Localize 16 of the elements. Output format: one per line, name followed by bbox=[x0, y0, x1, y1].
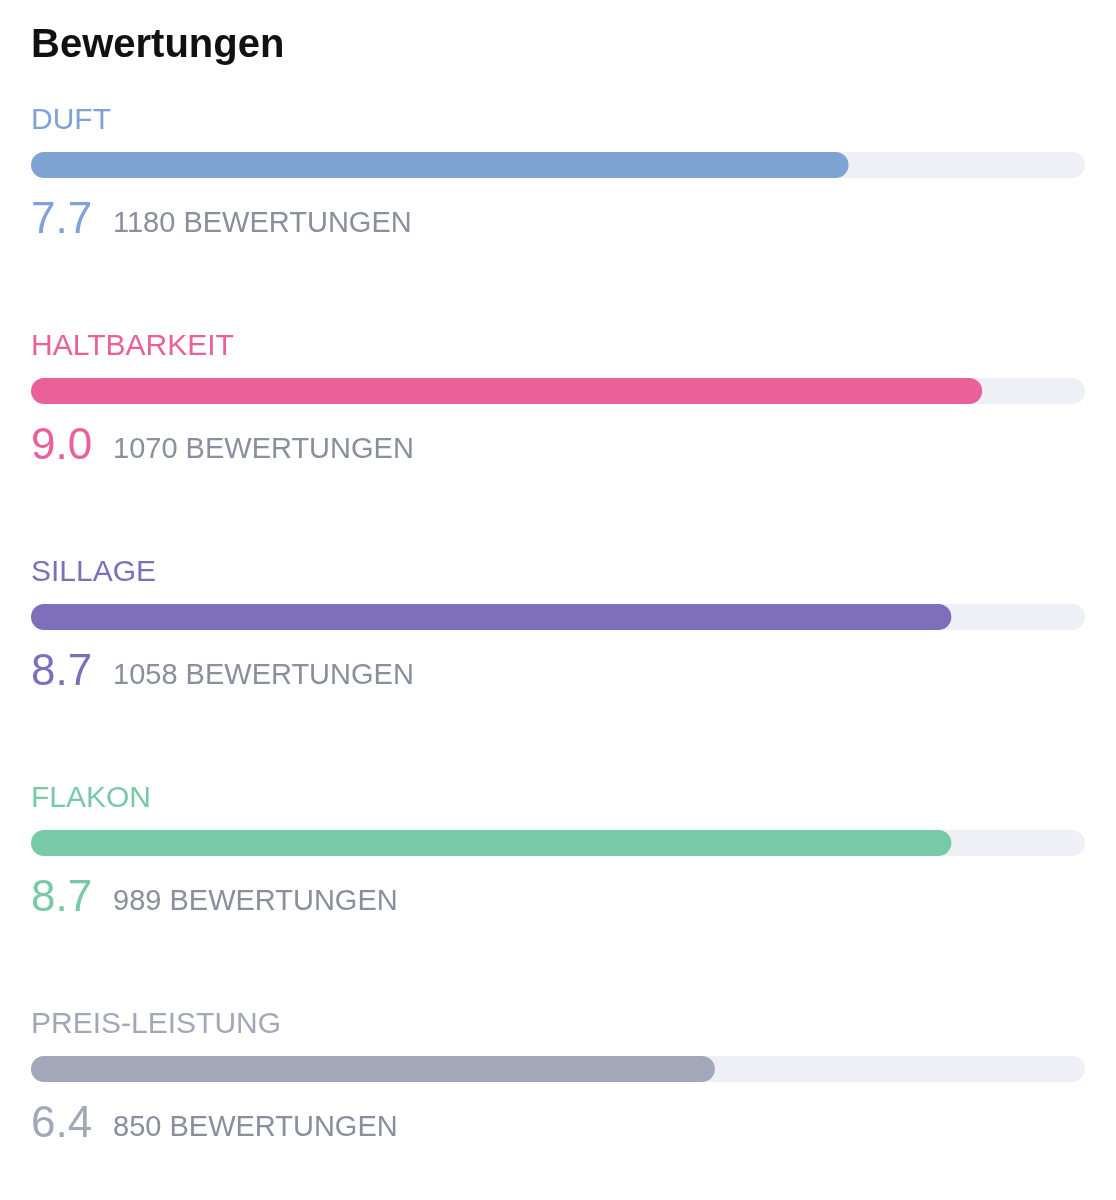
annotation: 1058 BEWERTUNGEN bbox=[113, 658, 414, 690]
chart-title: Bewertungen bbox=[31, 21, 285, 65]
y-tick-label: DUFT bbox=[31, 102, 111, 135]
data-label: 6.4 bbox=[31, 1097, 93, 1146]
data-label: 8.7 bbox=[31, 645, 93, 694]
annotation: 850 BEWERTUNGEN bbox=[113, 1110, 398, 1142]
y-tick-label: HALTBARKEIT bbox=[31, 328, 234, 361]
annotation: 1180 BEWERTUNGEN bbox=[113, 206, 412, 238]
annotation: 989 BEWERTUNGEN bbox=[113, 884, 398, 916]
data-label: 7.7 bbox=[31, 193, 93, 242]
data-label: 9.0 bbox=[31, 419, 93, 468]
y-tick-label: PREIS-LEISTUNG bbox=[31, 1006, 282, 1039]
annotation: 1070 BEWERTUNGEN bbox=[113, 432, 414, 464]
y-tick-label: FLAKON bbox=[31, 780, 152, 813]
data-label: 8.7 bbox=[31, 871, 93, 920]
y-tick-label: SILLAGE bbox=[31, 554, 157, 587]
